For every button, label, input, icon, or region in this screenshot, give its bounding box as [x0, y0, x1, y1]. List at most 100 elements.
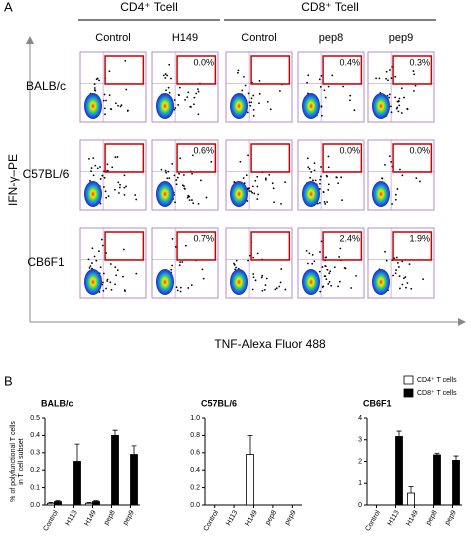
- event-dot: [397, 99, 400, 102]
- bar: [92, 501, 100, 506]
- event-dot: [250, 97, 253, 100]
- event-dot: [305, 249, 308, 252]
- event-dot: [320, 166, 322, 168]
- event-dot: [178, 172, 180, 175]
- error-bar: [453, 455, 459, 461]
- event-dot: [181, 261, 184, 263]
- event-dot: [353, 109, 356, 112]
- y-tick-label: 3: [358, 437, 362, 444]
- event-dot: [337, 182, 340, 184]
- event-dot: [165, 171, 168, 174]
- event-dot: [116, 156, 119, 158]
- row-label: BALB/c: [26, 79, 66, 93]
- event-dot: [93, 83, 96, 85]
- event-dot: [394, 96, 397, 99]
- event-dot: [319, 85, 322, 88]
- event-dot: [311, 253, 314, 256]
- x-tick-label: pep9: [122, 509, 136, 526]
- event-dot: [103, 186, 105, 188]
- event-dot: [134, 194, 137, 196]
- x-tick-label: H149: [405, 509, 419, 527]
- event-dot: [179, 290, 182, 293]
- x-tick-label: H149: [244, 509, 258, 527]
- event-dot: [275, 287, 278, 290]
- panel-letter: A: [4, 0, 13, 14]
- event-dot: [186, 196, 189, 199]
- event-dot: [337, 285, 340, 288]
- gate: [250, 55, 291, 85]
- event-dot: [381, 177, 384, 180]
- event-dot: [280, 268, 283, 270]
- legend-swatch: [403, 375, 414, 385]
- event-dot: [87, 258, 90, 261]
- gate: [176, 231, 217, 261]
- event-dot: [396, 188, 399, 190]
- event-dot: [94, 164, 97, 167]
- bar: [395, 436, 403, 506]
- event-dot: [193, 103, 195, 106]
- event-dot: [323, 275, 326, 277]
- y-tick-label: 0.6: [190, 450, 200, 457]
- gate: [392, 231, 433, 261]
- event-dot: [234, 268, 237, 271]
- event-dot: [389, 69, 391, 71]
- event-dot: [264, 177, 267, 180]
- event-dot: [184, 98, 186, 101]
- event-dot: [319, 182, 321, 185]
- density-blob: [302, 93, 320, 119]
- chart-title: CB6F1: [363, 398, 392, 408]
- event-dot: [164, 73, 167, 75]
- event-dot: [114, 266, 117, 269]
- chart-title: BALB/c: [41, 398, 74, 408]
- x-tick-label: pep8: [103, 509, 117, 526]
- event-dot: [171, 237, 174, 240]
- event-dot: [413, 73, 416, 76]
- event-dot: [318, 270, 321, 273]
- event-dot: [95, 259, 98, 262]
- event-dot: [375, 77, 378, 80]
- event-dot: [265, 277, 268, 280]
- event-dot: [122, 248, 125, 251]
- event-dot: [308, 168, 311, 170]
- event-dot: [405, 286, 407, 289]
- panel-letter: B: [4, 373, 13, 388]
- event-dot: [398, 97, 401, 100]
- event-dot: [401, 174, 404, 177]
- event-dot: [252, 108, 255, 111]
- event-dot: [251, 185, 254, 188]
- gate: [322, 55, 363, 85]
- event-dot: [250, 190, 252, 193]
- event-dot: [284, 288, 287, 291]
- bar: [54, 501, 62, 506]
- density-blob: [230, 181, 248, 207]
- event-dot: [314, 179, 317, 182]
- bar: [47, 502, 55, 506]
- label-line: % of polyfunctional T cells: [10, 421, 17, 502]
- event-dot: [399, 287, 401, 290]
- density-blob: [230, 269, 248, 295]
- event-dot: [247, 259, 249, 262]
- event-dot: [92, 174, 95, 177]
- gate-percent: 0.6%: [193, 145, 214, 155]
- event-dot: [210, 160, 213, 163]
- event-dot: [103, 93, 106, 96]
- column-label: Control: [241, 32, 276, 44]
- event-dot: [327, 166, 330, 169]
- event-dot: [171, 163, 174, 165]
- event-dot: [109, 263, 112, 265]
- event-dot: [387, 79, 389, 82]
- flow-x-label: TNF-Alexa Fluor 488: [214, 337, 326, 351]
- density-blob: [84, 269, 102, 295]
- event-dot: [326, 201, 329, 203]
- event-dot: [125, 185, 127, 188]
- density-blob: [302, 181, 320, 207]
- event-dot: [178, 86, 181, 89]
- event-dot: [88, 157, 90, 160]
- event-dot: [342, 85, 345, 88]
- gate-percent: 0.4%: [339, 57, 360, 67]
- y-tick-label: 2: [358, 458, 362, 465]
- event-dot: [178, 94, 180, 97]
- event-dot: [197, 202, 200, 205]
- error-bar: [131, 445, 137, 455]
- gate-percent: 2.4%: [339, 233, 360, 243]
